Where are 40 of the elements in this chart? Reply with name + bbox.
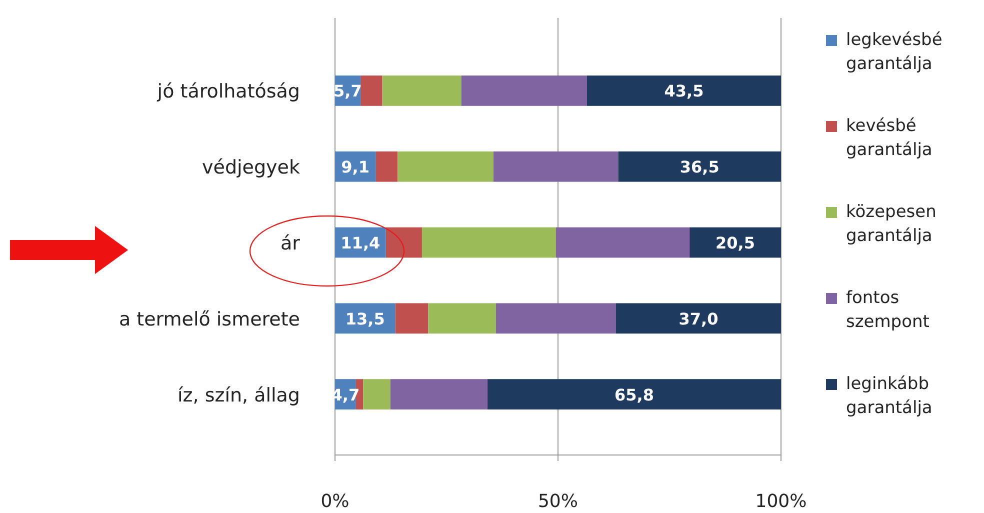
bar	[556, 227, 690, 258]
bar	[461, 76, 587, 106]
bar	[690, 227, 781, 258]
data-label: 11,4	[340, 234, 380, 252]
bar	[488, 379, 781, 410]
bar	[360, 76, 382, 106]
bar	[428, 303, 496, 334]
bar	[386, 227, 422, 258]
y-tick-label: jó tárolhatóság	[156, 80, 300, 103]
bar	[397, 151, 494, 182]
bar	[618, 151, 781, 182]
x-tick-label: 0%	[320, 491, 350, 512]
x-tick-label: 50%	[538, 491, 578, 512]
data-label: 65,8	[614, 385, 654, 404]
y-tick-label: íz, szín, állag	[177, 384, 300, 406]
bar	[390, 379, 488, 410]
legend-label: legkevésbé garantálja	[846, 30, 942, 74]
data-label: 43,5	[664, 82, 704, 101]
bar	[382, 76, 462, 106]
data-label: 13,5	[345, 309, 385, 328]
y-tick-label: ár	[280, 232, 300, 254]
data-label: 36,5	[680, 158, 720, 177]
data-label: 9,1	[341, 158, 370, 177]
legend-label: fontos szempont	[846, 288, 930, 332]
bar	[422, 227, 556, 258]
legend-label: közepesen garantálja	[846, 202, 936, 246]
bar	[363, 379, 390, 410]
bar	[376, 151, 398, 182]
data-label: 20,5	[716, 234, 756, 252]
legend-label: kevésbé garantálja	[846, 116, 932, 160]
legend-label: leginkább garantálja	[846, 374, 932, 418]
data-label: 37,0	[678, 309, 718, 328]
bar	[395, 303, 428, 334]
x-tick-label: 100%	[755, 491, 807, 512]
bar	[586, 76, 781, 106]
bar	[616, 303, 781, 334]
bar	[493, 151, 618, 182]
y-tick-label: a termelő ismerete	[118, 308, 300, 330]
y-tick-label: védjegyek	[202, 156, 300, 179]
bar	[496, 303, 616, 334]
